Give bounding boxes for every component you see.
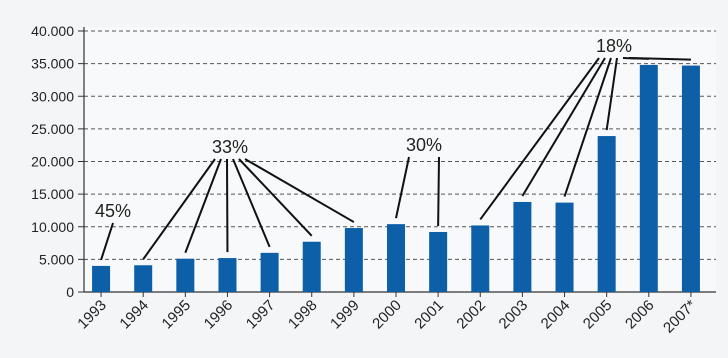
x-tick-label: 1999 xyxy=(327,297,363,333)
annotation-leader xyxy=(244,158,355,223)
annotation-leader xyxy=(605,57,618,131)
y-tick-label: 0 xyxy=(66,284,74,300)
x-tick-label: 2005 xyxy=(580,297,616,333)
annotation-label: 45% xyxy=(95,201,131,221)
x-tick-label: 1995 xyxy=(159,297,195,333)
annotation-leader xyxy=(628,57,691,61)
annotation-leader xyxy=(563,57,612,197)
annotation-leader xyxy=(232,158,271,248)
bar-1995 xyxy=(176,258,195,292)
annotation-leader xyxy=(437,156,440,226)
annotation-label: 18% xyxy=(596,36,632,56)
x-tick-label: 1997 xyxy=(243,297,279,333)
y-tick-label: 40.000 xyxy=(31,23,74,39)
annotation-leader xyxy=(521,57,606,197)
bar-1997 xyxy=(260,252,279,292)
annotation-label: 30% xyxy=(406,135,442,155)
x-tick-label: 1998 xyxy=(285,297,321,333)
annotation-leader xyxy=(479,57,600,221)
y-tick-label: 15.000 xyxy=(31,186,74,202)
bar-2002 xyxy=(471,225,490,292)
bar-1999 xyxy=(344,228,363,292)
y-tick-label: 5.000 xyxy=(39,251,74,267)
bar-2006 xyxy=(639,64,658,293)
bar-1993 xyxy=(92,265,111,292)
bars xyxy=(92,64,700,293)
x-tick-label: 2007* xyxy=(660,297,700,337)
bar-2003 xyxy=(513,201,532,292)
annotation-leader xyxy=(395,156,410,219)
x-tick-label: 2003 xyxy=(496,297,532,333)
bar-1994 xyxy=(134,265,153,292)
y-tick-label: 25.000 xyxy=(31,121,74,137)
annotation-leader xyxy=(238,158,313,237)
x-tick-label: 2004 xyxy=(538,297,574,333)
annotations: 45% 33% 30% 18% xyxy=(95,36,691,261)
bar-2005 xyxy=(597,136,616,292)
y-tick-label: 10.000 xyxy=(31,219,74,235)
bar-2001 xyxy=(429,231,448,292)
annotation-label: 33% xyxy=(212,137,248,157)
bar-1998 xyxy=(302,241,321,292)
annotation-leader xyxy=(100,222,114,261)
x-tick-label: 2000 xyxy=(369,297,405,333)
y-tick-label: 30.000 xyxy=(31,88,74,104)
x-tick-label: 1994 xyxy=(116,297,152,333)
x-tick-label: 2002 xyxy=(453,297,489,333)
x-tick-label: 1996 xyxy=(201,297,237,333)
x-tick-label: 2006 xyxy=(622,297,658,333)
y-tick-label: 35.000 xyxy=(31,56,74,72)
annotation-leader xyxy=(184,158,222,254)
bar-2004 xyxy=(555,202,574,292)
y-tick-label: 20.000 xyxy=(31,154,74,170)
x-tick-label: 1993 xyxy=(74,297,110,333)
bar-1996 xyxy=(218,258,237,292)
bar-2000 xyxy=(387,224,405,292)
x-tick-label: 2001 xyxy=(411,297,447,333)
annotation-leader xyxy=(142,158,216,260)
bar-2007* xyxy=(681,65,700,293)
